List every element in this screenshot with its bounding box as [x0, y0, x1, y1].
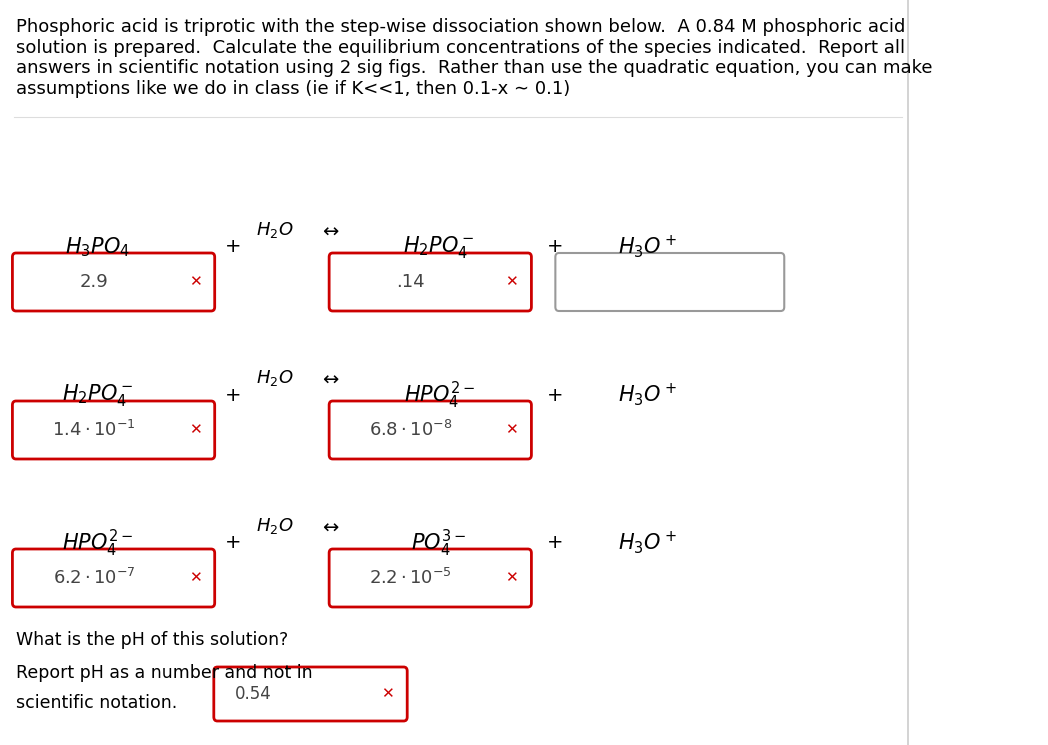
Text: ✕: ✕ [381, 686, 394, 702]
Text: $6.8 \cdot 10^{-8}$: $6.8 \cdot 10^{-8}$ [369, 420, 453, 440]
Text: Report pH as a number and not in: Report pH as a number and not in [16, 664, 312, 682]
Text: $H_3PO_4$: $H_3PO_4$ [65, 235, 130, 259]
Text: $H_3O^+$: $H_3O^+$ [618, 530, 677, 557]
Text: $+$: $+$ [546, 238, 563, 256]
FancyBboxPatch shape [555, 253, 784, 311]
Text: $\leftrightarrow$: $\leftrightarrow$ [320, 516, 341, 536]
Text: scientific notation.: scientific notation. [16, 694, 177, 712]
Text: $HPO_4^{2-}$: $HPO_4^{2-}$ [62, 527, 133, 559]
Text: $H_3O^+$: $H_3O^+$ [618, 233, 677, 261]
FancyBboxPatch shape [214, 667, 408, 721]
Text: $HPO_4^{2-}$: $HPO_4^{2-}$ [403, 379, 475, 410]
Text: $H_2O$: $H_2O$ [257, 220, 293, 240]
Text: ✕: ✕ [189, 274, 201, 290]
Text: What is the pH of this solution?: What is the pH of this solution? [16, 631, 288, 649]
Text: $\leftrightarrow$: $\leftrightarrow$ [320, 369, 341, 387]
Text: $+$: $+$ [546, 533, 563, 553]
FancyBboxPatch shape [13, 253, 215, 311]
Text: $H_2PO_4^-$: $H_2PO_4^-$ [62, 382, 133, 408]
Text: $+$: $+$ [546, 385, 563, 405]
Text: $+$: $+$ [224, 238, 241, 256]
FancyBboxPatch shape [13, 401, 215, 459]
Text: ✕: ✕ [505, 422, 519, 437]
Text: $+$: $+$ [224, 385, 241, 405]
FancyBboxPatch shape [329, 549, 531, 607]
FancyBboxPatch shape [13, 549, 215, 607]
Text: $H_2PO_4^-$: $H_2PO_4^-$ [403, 234, 475, 260]
Text: ✕: ✕ [189, 422, 201, 437]
FancyBboxPatch shape [329, 401, 531, 459]
Text: assumptions like we do in class (ie if K<<1, then 0.1-x ∼ 0.1): assumptions like we do in class (ie if K… [16, 80, 570, 98]
Text: $H_2O$: $H_2O$ [257, 368, 293, 388]
Text: $1.4 \cdot 10^{-1}$: $1.4 \cdot 10^{-1}$ [52, 420, 136, 440]
Text: ✕: ✕ [189, 571, 201, 586]
FancyBboxPatch shape [329, 253, 531, 311]
Text: 2.9: 2.9 [80, 273, 108, 291]
Text: $2.2 \cdot 10^{-5}$: $2.2 \cdot 10^{-5}$ [369, 568, 453, 588]
Text: ✕: ✕ [505, 274, 519, 290]
Text: $PO_4^{3-}$: $PO_4^{3-}$ [412, 527, 466, 559]
Text: 0.54: 0.54 [235, 685, 271, 703]
Text: ✕: ✕ [505, 571, 519, 586]
Text: answers in scientific notation using 2 sig figs.  Rather than use the quadratic : answers in scientific notation using 2 s… [16, 59, 933, 77]
Text: $\leftrightarrow$: $\leftrightarrow$ [320, 221, 341, 239]
Text: solution is prepared.  Calculate the equilibrium concentrations of the species i: solution is prepared. Calculate the equi… [16, 39, 905, 57]
Text: $H_2O$: $H_2O$ [257, 516, 293, 536]
Text: Phosphoric acid is triprotic with the step-wise dissociation shown below.  A 0.8: Phosphoric acid is triprotic with the st… [16, 18, 905, 36]
Text: $6.2 \cdot 10^{-7}$: $6.2 \cdot 10^{-7}$ [52, 568, 135, 588]
Text: .14: .14 [396, 273, 425, 291]
Text: $+$: $+$ [224, 533, 241, 553]
Text: $H_3O^+$: $H_3O^+$ [618, 381, 677, 408]
